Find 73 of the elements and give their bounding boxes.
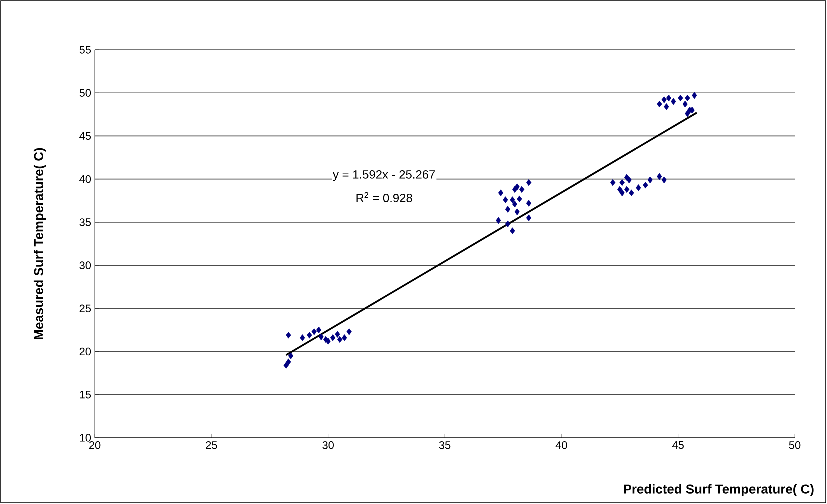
y-tick-label: 55 [80, 46, 92, 54]
point [617, 186, 623, 194]
x-tick-label: 50 [789, 442, 801, 450]
point [505, 220, 511, 228]
y-tick-label: 30 [80, 262, 92, 270]
point [335, 331, 340, 338]
point [307, 332, 312, 339]
point [323, 336, 329, 344]
point [300, 334, 306, 342]
point [514, 184, 520, 190]
point [685, 94, 690, 102]
point [643, 182, 648, 189]
annotation: y = 1.592x - 25.267 [333, 170, 436, 182]
point [671, 98, 676, 106]
point [312, 328, 317, 336]
annotation: R$^{2}$ = 0.928 [356, 192, 412, 202]
point [330, 334, 336, 342]
point [624, 174, 630, 181]
x-tick-label: 40 [556, 442, 568, 450]
point [624, 186, 630, 194]
point [510, 196, 516, 204]
point [678, 94, 684, 102]
point [496, 217, 502, 224]
x-axis-title: Predicted Surf Temperature( C) [624, 484, 814, 496]
x-tick-label: 20 [89, 442, 101, 450]
point [288, 352, 294, 360]
point [342, 334, 348, 342]
point [316, 326, 322, 334]
y-tick-label: 10 [80, 434, 92, 442]
point [517, 196, 522, 203]
point [498, 190, 504, 196]
x-tick-label: 45 [672, 442, 684, 450]
point [514, 208, 520, 216]
point [648, 176, 653, 184]
point [286, 358, 292, 366]
point [657, 100, 662, 108]
point [526, 179, 532, 186]
point [610, 179, 616, 186]
point [666, 94, 672, 102]
point [346, 328, 352, 336]
point [318, 334, 324, 340]
point [526, 200, 532, 207]
point [620, 179, 625, 186]
point [685, 110, 690, 118]
point [692, 92, 698, 100]
x-tick-label: 35 [439, 442, 451, 450]
point [284, 362, 289, 369]
x-tick-label: 30 [322, 442, 334, 450]
point [286, 332, 292, 339]
x-tick-label: 25 [206, 442, 218, 450]
point [629, 190, 634, 196]
point [512, 200, 518, 208]
y-tick-label: 40 [80, 175, 92, 184]
point [526, 214, 532, 222]
y-tick-label: 50 [80, 89, 92, 97]
point [337, 336, 343, 344]
point [505, 206, 511, 213]
y-tick-label: 45 [80, 132, 92, 140]
y-tick-label: 25 [80, 304, 92, 313]
point [510, 228, 516, 234]
point [657, 173, 662, 180]
point [682, 100, 688, 108]
point [664, 104, 670, 110]
y-tick-label: 35 [80, 218, 92, 226]
point [620, 190, 625, 196]
y-axis-title: Measured Surf Temperature( C) [34, 148, 46, 340]
point [662, 176, 667, 184]
point [519, 186, 525, 194]
y-tick-label: 15 [80, 391, 92, 399]
point [662, 96, 667, 104]
point [636, 184, 642, 192]
point [503, 196, 508, 204]
y-tick-label: 20 [80, 348, 92, 356]
